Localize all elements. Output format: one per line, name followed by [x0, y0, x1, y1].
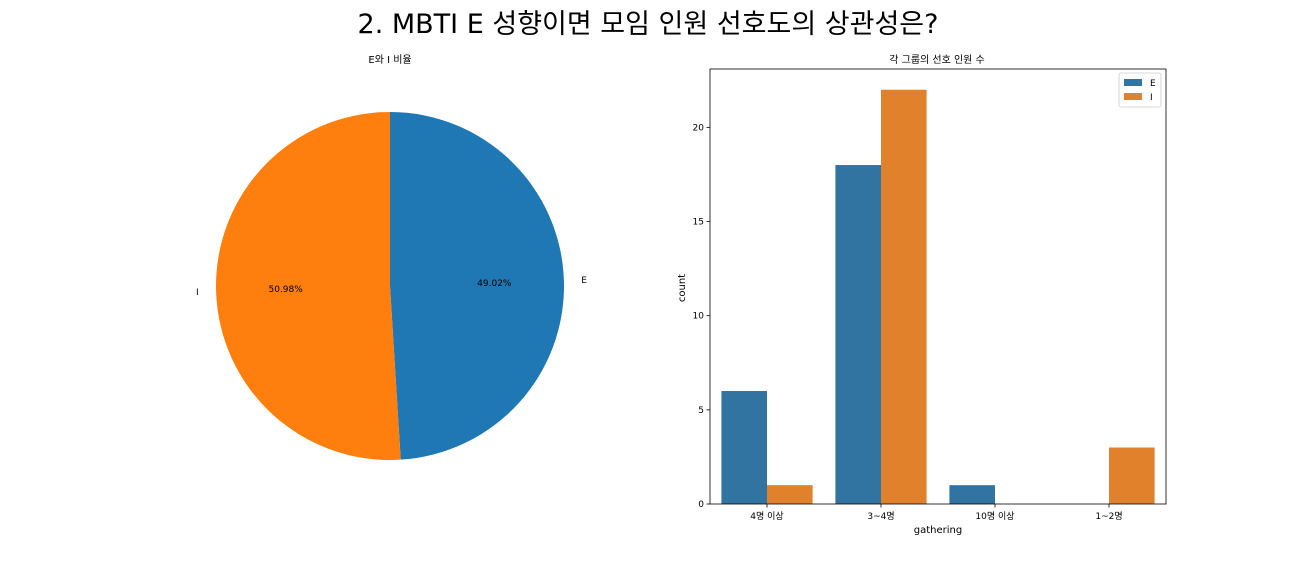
x-tick-label: 3~4명	[867, 511, 894, 522]
y-tick-label: 20	[693, 123, 705, 133]
legend-swatch-e	[1124, 79, 1142, 86]
x-tick-label: 4명 이상	[750, 511, 783, 522]
pie-slice-i	[215, 112, 401, 461]
pie-percent-label-i: 50.98%	[268, 285, 303, 295]
bar-e-2	[949, 485, 995, 504]
pie-chart: E와 I 비율 49.02% E 50.98% I	[196, 54, 587, 461]
legend: EI	[1118, 72, 1162, 108]
bar-e-1	[835, 165, 881, 505]
x-tick-label: 10명 이상	[975, 511, 1014, 522]
x-axis-ticks: 4명 이상 3~4명 10명 이상 1~2명	[750, 504, 1123, 522]
bar-i-1	[881, 89, 927, 504]
legend-label-e: E	[1150, 79, 1156, 89]
y-tick-label: 5	[698, 406, 704, 416]
pie-percent-label-e: 49.02%	[477, 279, 512, 289]
figure-suptitle: 2. MBTI E 성향이면 모임 인원 선호도의 상관성은?	[358, 9, 939, 40]
bar-i-0	[767, 485, 813, 504]
bar-e-0	[721, 391, 767, 504]
plot-frame	[709, 68, 1167, 505]
legend-label-i: I	[1150, 93, 1153, 103]
x-tick-label: 1~2명	[1095, 511, 1122, 522]
pie-labels: 49.02% E 50.98% I	[196, 276, 587, 298]
legend-swatch-i	[1124, 93, 1142, 100]
y-tick-label: 15	[693, 218, 704, 228]
pie-label-e: E	[581, 276, 587, 286]
y-axis-ticks: 0 5 10 15 20	[693, 123, 710, 510]
y-tick-label: 0	[698, 500, 704, 510]
pie-slice-e	[390, 112, 564, 460]
bar-title: 각 그룹의 선호 인원 수	[889, 54, 985, 66]
pie-slices	[215, 112, 564, 461]
y-tick-label: 10	[693, 312, 705, 322]
pie-label-i: I	[196, 288, 199, 298]
y-axis-label: count	[677, 274, 688, 302]
x-axis-label: gathering	[914, 525, 962, 536]
bar-bars	[721, 89, 1155, 505]
pie-title: E와 I 비율	[368, 54, 411, 66]
bar-chart: 각 그룹의 선호 인원 수 0 5 10 15 20 4명 이상 3~4명 10명 이상 1~…	[677, 54, 1167, 536]
bar-i-3	[1109, 447, 1155, 504]
